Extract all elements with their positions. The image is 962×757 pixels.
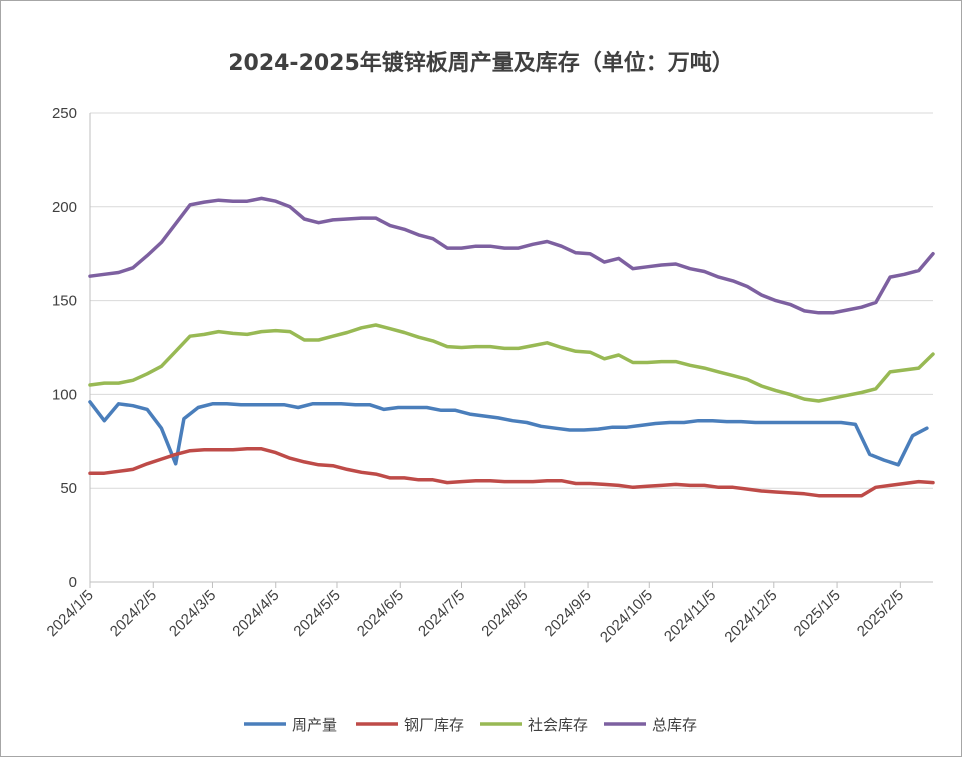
legend-label: 周产量 [292, 716, 337, 734]
x-tick-label: 2024/4/5 [229, 587, 282, 640]
x-tick-label: 2024/12/5 [721, 587, 780, 646]
y-tick-label: 200 [52, 199, 77, 216]
x-tick-label: 2025/2/5 [854, 587, 907, 640]
legend: 周产量 钢厂库存 社会库存 总库存 [244, 716, 697, 734]
series-line-周产量 [88, 400, 929, 467]
x-tick-label: 2024/3/5 [166, 587, 219, 640]
x-tick-label: 2024/6/5 [354, 587, 407, 640]
series-line-社会库存 [88, 323, 935, 403]
y-axis-tick-labels: 0 50 100 150 200 250 [52, 105, 77, 591]
y-tick-label: 150 [52, 293, 77, 310]
y-tick-label: 0 [69, 574, 77, 591]
y-tick-label: 250 [52, 105, 77, 122]
x-tick-label: 2025/1/5 [791, 587, 844, 640]
x-tick-label: 2024/9/5 [542, 587, 595, 640]
series-lines [88, 196, 935, 498]
x-tick-label: 2024/2/5 [107, 587, 160, 640]
x-tick-label: 2024/10/5 [597, 587, 656, 646]
gridlines [89, 112, 933, 588]
x-axis-tick-labels: 2024/1/5 2024/2/5 2024/3/5 2024/4/5 2024/5/5… [44, 587, 908, 646]
y-tick-label: 100 [52, 386, 77, 403]
legend-label: 社会库存 [528, 716, 588, 734]
legend-label: 总库存 [652, 716, 697, 734]
x-tick-label: 2024/5/5 [290, 587, 343, 640]
chart-title: 2024-2025年镀锌板周产量及库存（单位：万吨） [228, 50, 734, 76]
y-tick-label: 50 [60, 480, 77, 497]
series-line-总库存 [88, 196, 935, 315]
series-line-钢厂库存 [88, 447, 935, 498]
x-tick-label: 2024/7/5 [415, 587, 468, 640]
legend-label: 钢厂库存 [404, 716, 464, 734]
x-tick-label: 2024/11/5 [661, 587, 719, 645]
x-tick-label: 2024/1/5 [44, 587, 97, 640]
x-tick-label: 2024/8/5 [478, 587, 531, 640]
